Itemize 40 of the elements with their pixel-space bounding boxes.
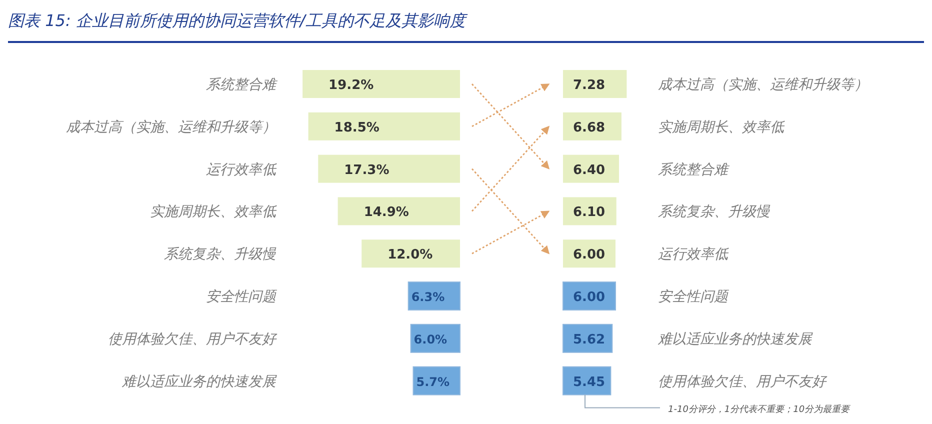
data-label: 7.28 (573, 78, 606, 93)
y-tick-label: 安全性问题 (206, 289, 278, 305)
data-label: 6.0% (414, 332, 448, 346)
data-label: 6.00 (573, 248, 606, 263)
y-tick-label: 系统整合难 (658, 162, 730, 178)
chart-title: 图表 15: 企业目前所使用的协同运营软件/工具的不足及其影响度 (8, 11, 468, 30)
bar (362, 240, 460, 268)
bar (338, 197, 460, 226)
y-tick-label: 运行效率低 (658, 246, 729, 263)
y-tick-label: 成本过高（实施、运维和升级等） (658, 77, 868, 93)
data-label: 17.3% (344, 162, 390, 178)
y-tick-label: 运行效率低 (206, 162, 277, 178)
data-label: 6.68 (573, 120, 606, 136)
data-label: 18.5% (334, 120, 380, 136)
data-label: 6.40 (573, 162, 606, 178)
bar (308, 112, 460, 140)
data-label: 6.3% (411, 290, 445, 304)
y-tick-label: 使用体验欠佳、用户不友好 (108, 331, 278, 348)
bar (302, 70, 460, 98)
y-tick-label: 系统整合难 (206, 77, 278, 93)
bar (318, 154, 460, 183)
bar (563, 70, 627, 98)
y-tick-label: 成本过高（实施、运维和升级等） (66, 119, 276, 136)
data-label: 12.0% (388, 248, 433, 263)
y-tick-label: 安全性问题 (658, 289, 730, 305)
data-label: 5.62 (573, 332, 606, 348)
data-label: 5.7% (416, 374, 450, 389)
y-tick-label: 实施周期长、效率低 (150, 204, 277, 220)
y-tick-label: 实施周期长、效率低 (658, 119, 785, 136)
data-label: 19.2% (328, 78, 374, 93)
y-tick-label: 系统复杂、升级慢 (164, 246, 277, 263)
data-label: 14.9% (364, 205, 409, 220)
y-tick-label: 难以适应业务的快速发展 (121, 374, 277, 390)
y-tick-label: 难以适应业务的快速发展 (657, 331, 813, 348)
y-tick-label: 系统复杂、升级慢 (658, 204, 771, 220)
y-tick-label: 使用体验欠佳、用户不友好 (658, 374, 828, 390)
data-label: 6.10 (573, 205, 606, 220)
data-label: 6.00 (573, 290, 606, 305)
data-label: 5.45 (573, 374, 606, 390)
text: 1-10分评分，1分代表不重要；10分为最重要 (668, 404, 852, 415)
